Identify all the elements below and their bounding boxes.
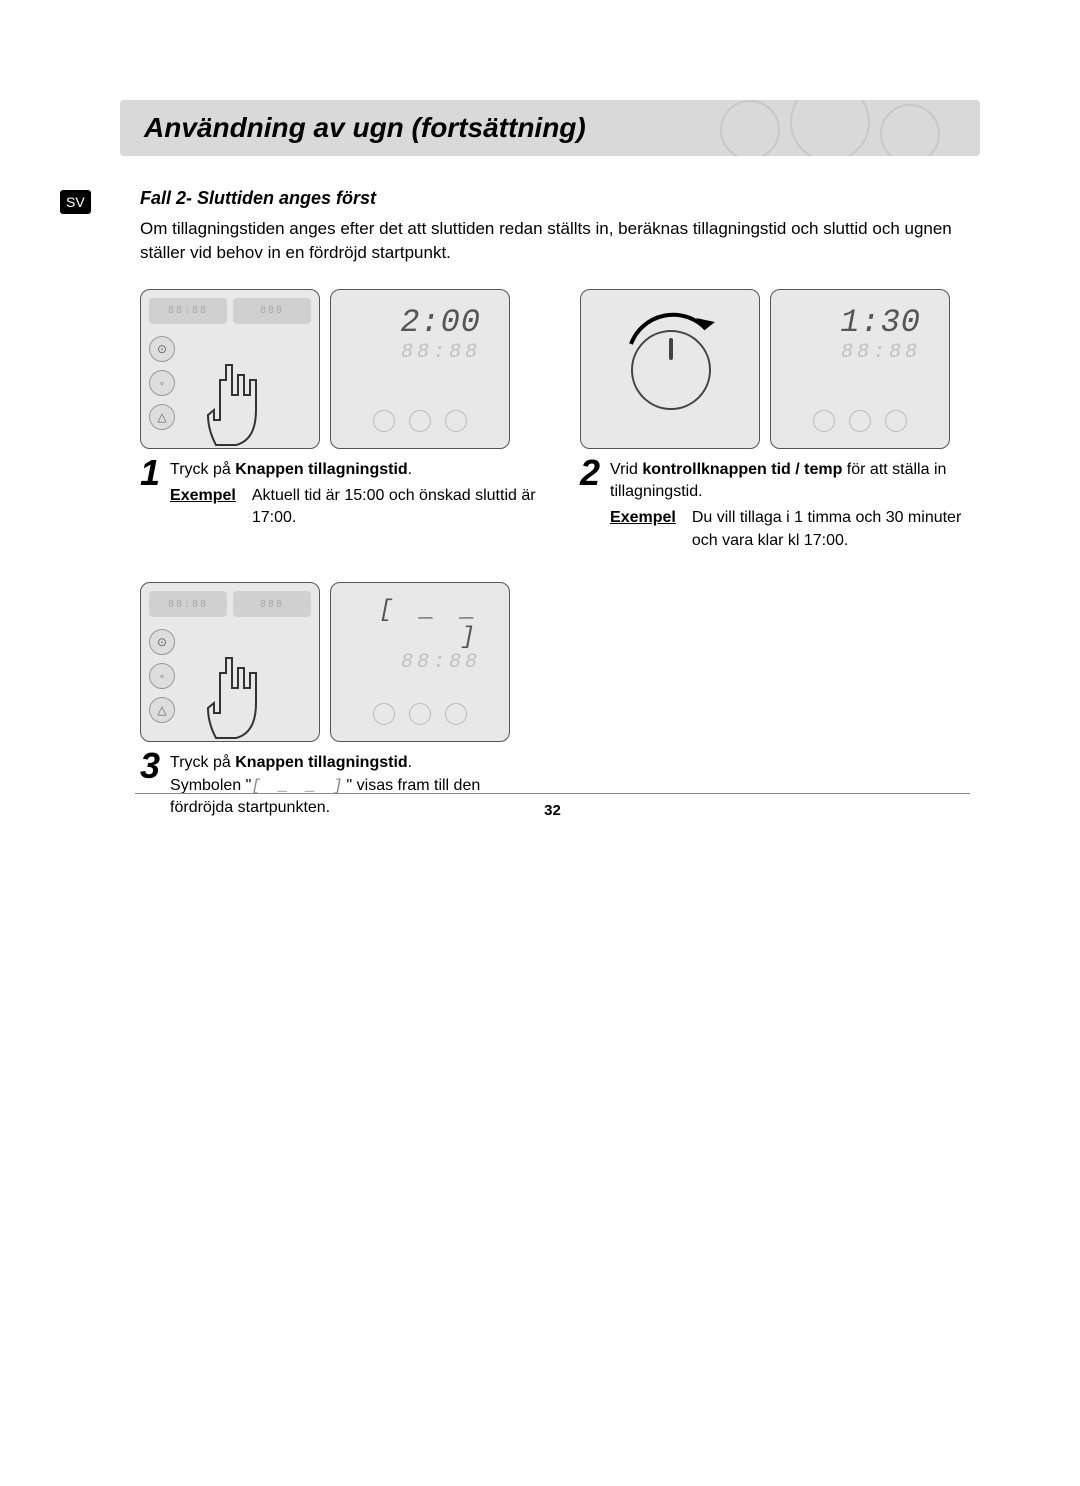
step-bold: kontrollknappen tid / temp: [642, 461, 842, 478]
display-icon: [445, 703, 467, 725]
step-3-diagrams: 88:88 888 ⊙ ◦ △ [ _ _ ]: [140, 582, 540, 742]
panel-button-icon: ◦: [149, 370, 175, 396]
example-label: Exempel: [170, 485, 236, 530]
display-icon: [373, 410, 395, 432]
step-2-diagrams: 1:30 88:88: [580, 289, 980, 449]
step-bold: Knappen tillagningstid: [235, 754, 407, 771]
control-panel-illustration: 88:88 888 ⊙ ◦ △: [140, 289, 320, 449]
display-value: 2:00: [339, 298, 501, 341]
example-text: Du vill tillaga i 1 timma och 30 minuter…: [692, 507, 980, 552]
inline-symbol: [ _ _ ]: [251, 777, 346, 795]
section-subtitle: Fall 2- Sluttiden anges först: [140, 188, 980, 209]
step-bold: Knappen tillagningstid: [235, 461, 407, 478]
hand-icon: [196, 653, 276, 742]
panel-slot: 888: [233, 298, 311, 324]
display-value: [ _ _ ]: [339, 591, 501, 651]
control-panel-illustration: 88:88 888 ⊙ ◦ △: [140, 582, 320, 742]
step-number: 3: [140, 748, 160, 784]
display-icon: [813, 410, 835, 432]
panel-button-icon: △: [149, 697, 175, 723]
manual-page: Användning av ugn (fortsättning) SV Fall…: [0, 0, 1080, 859]
title-banner: Användning av ugn (fortsättning): [120, 100, 980, 156]
step-post: .: [408, 754, 412, 771]
page-number: 32: [135, 793, 970, 819]
step-2: 1:30 88:88 2 Vrid kontrollknappen tid / …: [580, 289, 980, 553]
step-number: 2: [580, 455, 600, 491]
step-pre: Tryck på: [170, 461, 235, 478]
display-icon: [445, 410, 467, 432]
cooktime-button-icon: ⊙: [149, 629, 175, 655]
rotate-arrow-icon: [621, 304, 721, 364]
display-icon: [885, 410, 907, 432]
language-badge: SV: [60, 190, 91, 214]
intro-text: Om tillagningstiden anges efter det att …: [140, 217, 980, 265]
display-illustration: 1:30 88:88: [770, 289, 950, 449]
panel-slot: 888: [233, 591, 311, 617]
step-3: 88:88 888 ⊙ ◦ △ [ _ _ ]: [140, 582, 540, 819]
panel-button-icon: ◦: [149, 663, 175, 689]
display-placeholder: 88:88: [339, 651, 501, 674]
step-post: .: [408, 461, 412, 478]
display-icon: [849, 410, 871, 432]
cooktime-button-icon: ⊙: [149, 336, 175, 362]
banner-decoration: [720, 100, 970, 156]
step-text: Tryck på Knappen tillagningstid. Exempel…: [170, 459, 540, 530]
example-label: Exempel: [610, 507, 676, 552]
step-number: 1: [140, 455, 160, 491]
empty-cell: [580, 582, 980, 819]
steps-grid: 88:88 888 ⊙ ◦ △ 2:00: [140, 289, 980, 820]
display-icon: [409, 410, 431, 432]
panel-slot: 88:88: [149, 591, 227, 617]
step-line2a: Symbolen ": [170, 777, 251, 794]
panel-button-icon: △: [149, 404, 175, 430]
step-text: Vrid kontrollknappen tid / temp för att …: [610, 459, 980, 553]
display-illustration: [ _ _ ] 88:88: [330, 582, 510, 742]
display-icon: [409, 703, 431, 725]
display-placeholder: 88:88: [779, 341, 941, 364]
example-text: Aktuell tid är 15:00 och önskad sluttid …: [252, 485, 540, 530]
display-illustration: 2:00 88:88: [330, 289, 510, 449]
content-area: Fall 2- Sluttiden anges först Om tillagn…: [140, 188, 980, 819]
panel-slot: 88:88: [149, 298, 227, 324]
display-icon: [373, 703, 395, 725]
step-pre: Tryck på: [170, 754, 235, 771]
knob-illustration: [580, 289, 760, 449]
step-1: 88:88 888 ⊙ ◦ △ 2:00: [140, 289, 540, 553]
step-pre: Vrid: [610, 461, 642, 478]
hand-icon: [196, 360, 276, 449]
display-placeholder: 88:88: [339, 341, 501, 364]
display-value: 1:30: [779, 298, 941, 341]
step-1-diagrams: 88:88 888 ⊙ ◦ △ 2:00: [140, 289, 540, 449]
